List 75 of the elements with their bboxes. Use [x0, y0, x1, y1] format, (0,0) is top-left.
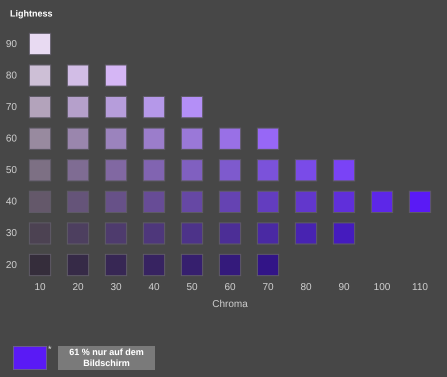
point: [142, 190, 166, 213]
point: [104, 222, 128, 245]
point: [66, 190, 90, 213]
point: [218, 254, 242, 276]
text: *: [48, 344, 52, 354]
x-tick-label: 110: [412, 282, 428, 293]
y-tick-label: 90: [6, 38, 18, 50]
point: [332, 190, 356, 213]
point: [180, 128, 204, 150]
point: [180, 96, 204, 118]
point: [66, 128, 90, 150]
point: [256, 190, 280, 213]
point: [218, 190, 242, 213]
text: 61 % nur auf dem Bildschirm: [58, 346, 155, 370]
x-tick-label: 40: [148, 282, 160, 293]
point: [28, 222, 52, 245]
point: [218, 128, 242, 150]
point: [142, 254, 166, 276]
point: [28, 190, 52, 213]
point: [66, 254, 90, 276]
x-tick-label: 90: [338, 282, 350, 293]
x-tick-label: 10: [34, 282, 46, 293]
point: [142, 222, 166, 245]
point: [66, 64, 90, 87]
point: [256, 159, 280, 182]
y-axis-title: Lightness: [10, 8, 53, 18]
x-tick-label: 80: [300, 282, 312, 293]
point: [408, 190, 432, 213]
y-tick-label: 50: [6, 165, 18, 176]
point: [28, 159, 52, 182]
point: [28, 32, 52, 56]
point: [370, 190, 394, 213]
point: [104, 96, 128, 118]
point: [66, 159, 90, 182]
point: [332, 222, 356, 245]
point: [66, 222, 90, 245]
point: [332, 159, 356, 182]
point: [218, 222, 242, 245]
point: [180, 159, 204, 182]
x-axis-title: Chroma: [212, 298, 248, 310]
point: [294, 159, 318, 182]
point: [104, 190, 128, 213]
x-tick-label: 20: [72, 282, 84, 293]
point: [218, 159, 242, 182]
point: [28, 96, 52, 118]
point: [104, 64, 128, 87]
point: [256, 128, 280, 150]
point: [180, 190, 204, 213]
point: [142, 159, 166, 182]
point: [256, 254, 280, 276]
point: [66, 96, 90, 118]
point: [28, 128, 52, 150]
point: [180, 222, 204, 245]
point: [104, 159, 128, 182]
point: [180, 254, 204, 276]
y-tick-label: 70: [6, 102, 18, 113]
x-tick-label: 70: [262, 282, 274, 293]
point: [142, 128, 166, 150]
y-tick-label: 80: [6, 70, 18, 82]
x-tick-label: 30: [110, 282, 122, 293]
x-tick-label: 50: [186, 282, 198, 293]
x-tick-label: 60: [224, 282, 236, 293]
point: [28, 254, 52, 276]
point: [294, 222, 318, 245]
point: [28, 64, 52, 87]
y-tick-label: 30: [6, 228, 18, 240]
point: [142, 96, 166, 118]
point: [104, 128, 128, 150]
y-tick-label: 60: [6, 133, 18, 144]
y-tick-label: 20: [6, 260, 18, 271]
y-tick-label: 40: [6, 196, 18, 208]
point: [294, 190, 318, 213]
x-tick-label: 100: [374, 282, 391, 293]
point: [256, 222, 280, 245]
point: [104, 254, 128, 276]
